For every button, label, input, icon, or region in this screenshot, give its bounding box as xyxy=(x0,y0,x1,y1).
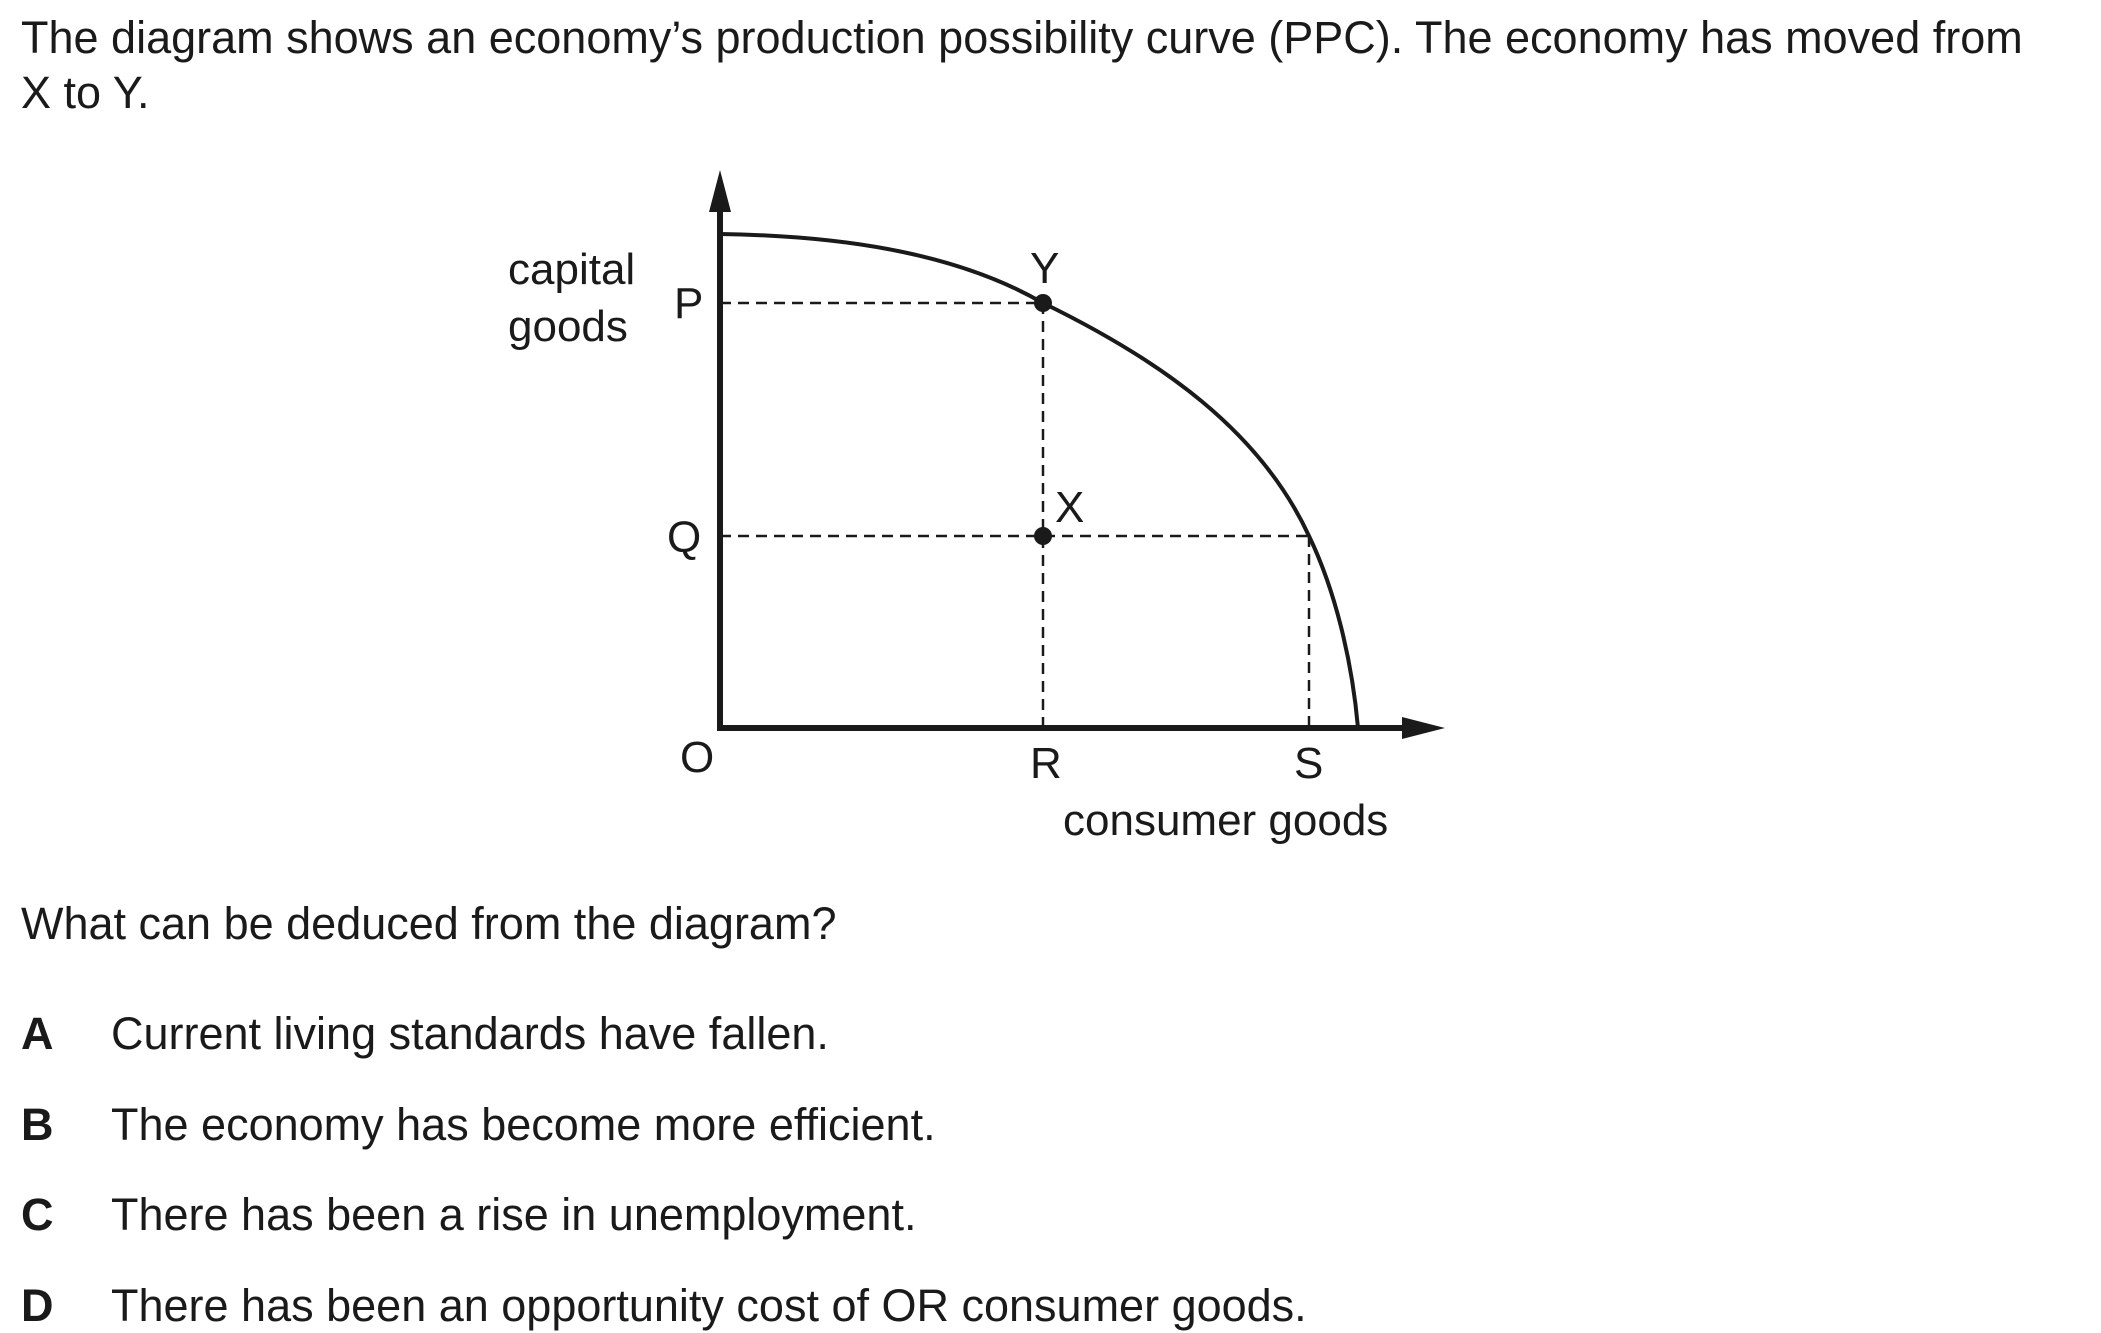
question-stem: The diagram shows an economy’s productio… xyxy=(21,12,2023,118)
point-x xyxy=(1034,527,1052,545)
y-axis-label-line1: capital xyxy=(508,245,635,294)
tick-label-r: R xyxy=(1030,739,1062,788)
tick-label-p: P xyxy=(674,279,703,328)
tick-label-s: S xyxy=(1294,739,1323,788)
y-axis-label-line2: goods xyxy=(508,302,628,351)
origin-label: O xyxy=(680,733,714,782)
point-label-y: Y xyxy=(1030,244,1059,293)
point-label-x: X xyxy=(1055,483,1084,532)
ppc-curve xyxy=(719,232,1360,729)
ppc-diagram: capital goods P Q O R S consumer goods Y… xyxy=(508,170,1445,845)
option-c-text: There has been a rise in unemployment. xyxy=(111,1189,917,1240)
tick-label-q: Q xyxy=(667,513,701,562)
x-axis-label: consumer goods xyxy=(1063,796,1388,845)
option-c-letter: C xyxy=(21,1189,54,1240)
point-y xyxy=(1034,294,1052,312)
option-a-text: Current living standards have fallen. xyxy=(111,1008,829,1059)
option-d-text: There has been an opportunity cost of OR… xyxy=(111,1280,1307,1331)
y-axis-arrowhead xyxy=(709,170,731,212)
x-axis-arrowhead xyxy=(1402,717,1445,739)
option-b-text: The economy has become more efficient. xyxy=(111,1099,936,1150)
option-a-letter: A xyxy=(21,1008,54,1059)
option-b-letter: B xyxy=(21,1099,54,1150)
option-d-letter: D xyxy=(21,1280,54,1331)
question-prompt: What can be deduced from the diagram? xyxy=(21,898,837,949)
